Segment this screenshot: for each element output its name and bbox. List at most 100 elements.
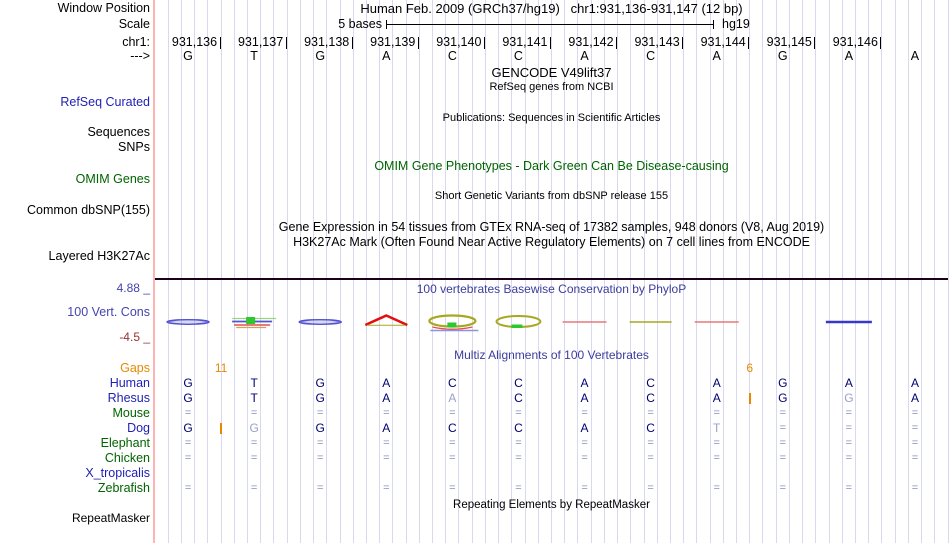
gridline bbox=[511, 0, 513, 543]
track-label-common-dbsnp[interactable]: Common dbSNP(155) bbox=[27, 203, 150, 217]
alignment-cell: = bbox=[449, 452, 456, 464]
gridline bbox=[921, 0, 923, 543]
gridline bbox=[167, 0, 169, 543]
h3k27ac-track-title: H3K27Ac Mark (Often Found Near Active Re… bbox=[293, 235, 810, 249]
ruler-coordinate: 931,137 bbox=[237, 35, 284, 49]
species-label-zebrafish[interactable]: Zebrafish bbox=[97, 481, 150, 495]
gridline bbox=[854, 0, 856, 543]
ruler-tick bbox=[351, 37, 353, 49]
species-label-x_tropicalis[interactable]: X_tropicalis bbox=[85, 466, 150, 480]
species-label-rhesus[interactable]: Rhesus bbox=[107, 391, 150, 405]
track-top-border bbox=[155, 278, 948, 280]
gridline bbox=[339, 0, 341, 543]
gridline bbox=[180, 0, 182, 543]
gridline bbox=[709, 0, 711, 543]
alignment-cell: A bbox=[580, 376, 589, 390]
gridline bbox=[484, 0, 486, 543]
alignment-cell: G bbox=[183, 391, 193, 405]
gridline bbox=[352, 0, 354, 543]
alignment-cell: = bbox=[383, 452, 390, 464]
track-label-snps[interactable]: SNPs bbox=[118, 140, 150, 154]
alignment-cell: A bbox=[382, 376, 391, 390]
alignment-cell: A bbox=[580, 391, 589, 405]
gap-count: 11 bbox=[214, 361, 228, 375]
alignment-cell: G bbox=[315, 376, 325, 390]
gridline bbox=[365, 0, 367, 543]
sequence-base: C bbox=[447, 49, 457, 63]
alignment-cell: = bbox=[250, 482, 258, 494]
strand-arrow: ---> bbox=[130, 49, 150, 63]
ruler-tick bbox=[285, 37, 287, 49]
gridline bbox=[471, 0, 473, 543]
gridline bbox=[551, 0, 552, 543]
gridline bbox=[722, 0, 724, 543]
alignment-cell: = bbox=[449, 407, 456, 419]
track-label-vert-cons[interactable]: 100 Vert. Cons bbox=[67, 305, 150, 319]
ruler-coordinate: 931,145 bbox=[766, 35, 812, 49]
alignment-cell: = bbox=[184, 407, 192, 419]
track-label-refseq-curated[interactable]: RefSeq Curated bbox=[60, 95, 150, 109]
ruler-coordinate: 931,146 bbox=[832, 35, 878, 49]
alignment-cell: = bbox=[383, 407, 390, 419]
ruler-tick bbox=[616, 37, 618, 49]
species-label-dog[interactable]: Dog bbox=[127, 421, 150, 435]
gridline bbox=[630, 0, 632, 543]
alignment-cell: = bbox=[713, 407, 720, 419]
gridline bbox=[669, 0, 671, 543]
ruler-tick bbox=[417, 37, 419, 49]
alignment-cell: = bbox=[515, 482, 522, 494]
gridline bbox=[286, 0, 288, 543]
alignment-cell: = bbox=[316, 407, 324, 419]
alignment-cell: A bbox=[382, 421, 391, 435]
alignment-cell: = bbox=[845, 482, 853, 494]
sequence-base: A bbox=[910, 49, 920, 63]
alignment-cell: G bbox=[778, 391, 788, 405]
gencode-track-title: GENCODE V49lift37 bbox=[491, 65, 612, 80]
gridline bbox=[841, 0, 843, 543]
alignment-cell: = bbox=[581, 407, 588, 419]
alignment-cell: = bbox=[316, 482, 324, 494]
alignment-cell: C bbox=[646, 376, 655, 390]
ruler-coordinate: 931,140 bbox=[436, 35, 482, 49]
gridline bbox=[934, 0, 936, 543]
gridline bbox=[881, 0, 883, 543]
sequence-base: G bbox=[183, 49, 193, 63]
alignment-cell: = bbox=[316, 437, 324, 449]
gridline bbox=[392, 0, 394, 543]
track-label-layered-h3k27ac[interactable]: Layered H3K27Ac bbox=[48, 249, 150, 263]
gridline bbox=[603, 0, 605, 543]
gridline bbox=[643, 0, 645, 543]
alignment-cell: A bbox=[448, 391, 457, 405]
alignment-cell: = bbox=[184, 452, 192, 464]
alignment-cell: C bbox=[448, 421, 457, 435]
alignment-cell: C bbox=[448, 376, 457, 390]
omim-track-title: OMIM Gene Phenotypes - Dark Green Can Be… bbox=[374, 159, 729, 173]
chromosome-label: chr1: bbox=[122, 35, 150, 49]
alignment-cell: = bbox=[911, 422, 919, 434]
gridline bbox=[458, 0, 460, 543]
gridline bbox=[524, 0, 526, 543]
species-label-human[interactable]: Human bbox=[109, 376, 150, 390]
species-label-mouse[interactable]: Mouse bbox=[112, 406, 150, 420]
species-label-chicken[interactable]: Chicken bbox=[104, 451, 150, 465]
sequence-base: C bbox=[513, 49, 523, 63]
sequence-base: A bbox=[382, 49, 391, 63]
species-label-elephant[interactable]: Elephant bbox=[100, 436, 150, 450]
alignment-cell: = bbox=[449, 437, 456, 449]
track-label-omim-genes[interactable]: OMIM Genes bbox=[75, 172, 150, 186]
alignment-cell: = bbox=[515, 437, 522, 449]
alignment-cell: = bbox=[184, 437, 192, 449]
track-label-sequences[interactable]: Sequences bbox=[87, 125, 150, 139]
repeatmasker-track-title: Repeating Elements by RepeatMasker bbox=[453, 499, 650, 511]
alignment-cell: = bbox=[779, 482, 786, 494]
gridline bbox=[260, 0, 262, 543]
gridline bbox=[418, 0, 420, 543]
track-label-repeatmasker[interactable]: RepeatMasker bbox=[71, 511, 150, 525]
alignment-cell: A bbox=[712, 391, 721, 405]
gridline bbox=[802, 0, 804, 543]
alignment-cell: C bbox=[646, 421, 655, 435]
gridline bbox=[220, 0, 222, 543]
gridline bbox=[299, 0, 301, 543]
gridline bbox=[405, 0, 407, 543]
